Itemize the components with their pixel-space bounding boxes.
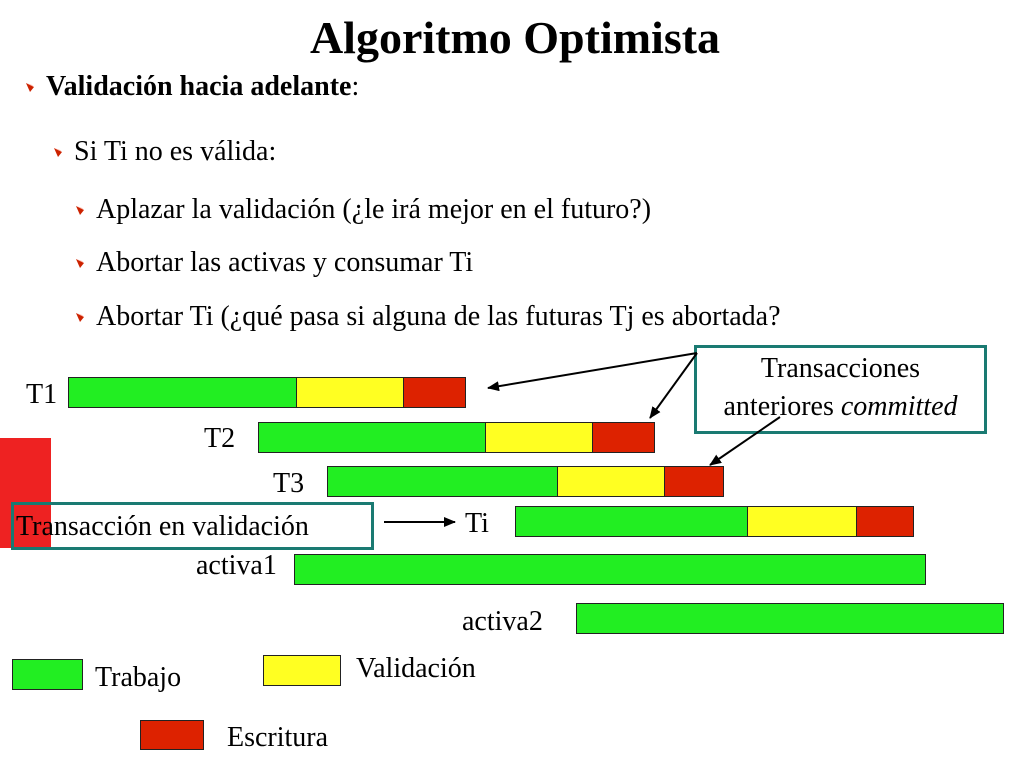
label-activa2: activa2 <box>462 606 543 637</box>
legend-write-swatch <box>140 720 204 750</box>
t3-write-phase <box>664 466 724 497</box>
bullet-colon: : <box>351 71 360 102</box>
t3-validation-phase <box>557 466 667 497</box>
activa2-work-phase <box>576 603 1004 634</box>
page-title: Algoritmo Optimista <box>309 12 721 63</box>
side-accent-bar <box>0 438 51 548</box>
label-t3: T3 <box>273 468 305 499</box>
bullet-text: Aplazar la validación (¿le irá mejor en … <box>96 194 652 225</box>
committed-callout-line1: Transacciones <box>760 353 921 384</box>
t1-work-phase <box>68 377 300 408</box>
bullet-text: Si Ti no es válida: <box>74 136 277 167</box>
legend-validation-label: Validación <box>356 653 476 684</box>
arrow-to-t3 <box>709 416 781 466</box>
label-activa1: activa1 <box>196 550 277 581</box>
validating-callout-box: Transacción en validación <box>11 502 374 550</box>
bullet-icon <box>76 313 84 322</box>
validating-callout-text: Transacción en validación <box>16 511 309 542</box>
label-t1: T1 <box>26 379 58 410</box>
legend-write-label: Escritura <box>227 722 329 753</box>
t2-work-phase <box>258 422 488 453</box>
label-ti: Ti <box>465 508 489 539</box>
t2-validation-phase <box>485 422 593 453</box>
ti-write-phase <box>856 506 914 537</box>
bullet-text: Validación hacia adelante <box>46 71 352 102</box>
committed-callout-italic: committed <box>840 391 958 422</box>
label-t2: T2 <box>204 423 236 454</box>
activa1-work-phase <box>294 554 926 585</box>
t1-write-phase <box>403 377 466 408</box>
t1-validation-phase <box>296 377 404 408</box>
bullet-text: Abortar Ti (¿qué pasa si alguna de las f… <box>96 301 781 332</box>
bullet-text: Abortar las activas y consumar Ti <box>96 247 474 278</box>
legend-validation-swatch <box>263 655 341 686</box>
bullet-icon <box>76 206 84 215</box>
arrow-to-t2 <box>649 352 698 419</box>
t2-write-phase <box>592 422 655 453</box>
legend-work-label: Trabajo <box>95 662 182 693</box>
bullet-icon <box>54 148 62 157</box>
ti-work-phase <box>515 506 750 537</box>
bullet-icon <box>26 83 34 92</box>
committed-callout-box: Transacciones anteriores committed <box>694 345 987 434</box>
ti-validation-phase <box>747 506 857 537</box>
arrow-to-t1 <box>487 352 698 392</box>
legend-work-swatch <box>12 659 83 690</box>
bullet-icon <box>76 259 84 268</box>
t3-work-phase <box>327 466 560 497</box>
